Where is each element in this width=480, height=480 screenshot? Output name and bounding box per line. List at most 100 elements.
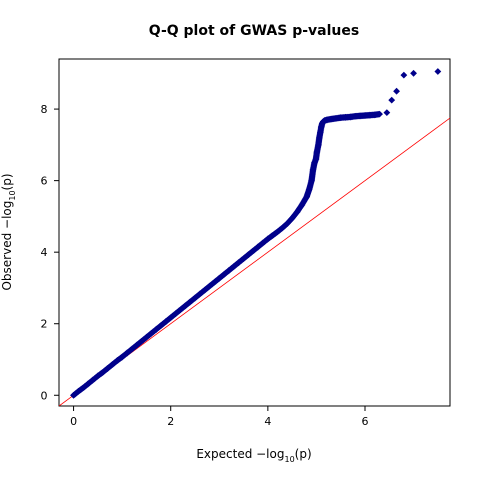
- data-point: [147, 329, 155, 337]
- y-axis-label: Observed −log10(p): [0, 173, 17, 290]
- data-point: [113, 357, 121, 364]
- data-point: [245, 251, 252, 259]
- data-point: [316, 128, 324, 136]
- y-tick-label: 0: [41, 389, 48, 402]
- data-point: [311, 159, 318, 167]
- data-point: [314, 141, 322, 149]
- data-point: [177, 306, 184, 314]
- data-point: [342, 113, 349, 121]
- x-tick-label: 4: [264, 415, 271, 428]
- data-point: [215, 274, 223, 282]
- data-point: [298, 201, 306, 209]
- data-point: [70, 391, 77, 399]
- data-point: [317, 123, 325, 131]
- x-tick-label: 2: [167, 415, 174, 428]
- y-axis-label-sub: 10: [8, 190, 17, 200]
- data-point: [235, 259, 243, 266]
- data-point: [283, 220, 291, 227]
- data-point: [143, 333, 150, 341]
- data-point: [128, 345, 136, 353]
- data-point: [288, 214, 296, 222]
- data-point: [410, 69, 417, 77]
- data-point: [351, 112, 359, 120]
- x-tick-label: 6: [362, 415, 369, 428]
- x-axis-label-prefix: Expected −log: [196, 447, 284, 461]
- data-point: [383, 109, 391, 117]
- data-point: [279, 224, 286, 232]
- data-point: [84, 380, 92, 388]
- data-point: [152, 326, 160, 333]
- data-point: [249, 247, 257, 255]
- data-point: [191, 294, 199, 302]
- y-tick-label: 6: [41, 175, 48, 188]
- data-point: [240, 255, 247, 263]
- data-point: [220, 270, 228, 278]
- data-point: [309, 166, 317, 174]
- x-tick-label: 0: [70, 415, 77, 428]
- y-tick-label: 4: [41, 246, 48, 259]
- data-point: [303, 193, 311, 201]
- data-point: [293, 208, 301, 216]
- data-point: [181, 302, 189, 310]
- data-point: [186, 298, 194, 306]
- data-point: [388, 96, 396, 104]
- plot-area: [59, 68, 450, 406]
- data-point: [274, 228, 281, 236]
- data-point: [172, 310, 179, 318]
- data-point: [109, 361, 116, 368]
- data-point: [264, 235, 272, 243]
- x-axis-ticks: 0 2 4 6: [70, 406, 369, 428]
- data-point: [104, 365, 111, 372]
- data-point: [206, 282, 213, 290]
- y-axis-label-prefix: Observed −log: [0, 201, 14, 291]
- data-point: [133, 341, 141, 349]
- data-point: [434, 68, 442, 75]
- data-point: [393, 87, 400, 95]
- x-axis-label-suffix: (p): [295, 447, 312, 461]
- data-point: [230, 263, 238, 270]
- data-point: [138, 337, 145, 345]
- data-point: [332, 114, 340, 122]
- data-point: [211, 278, 218, 286]
- data-point: [376, 110, 383, 118]
- data-point: [400, 71, 408, 79]
- data-point: [313, 148, 321, 156]
- y-tick-label: 2: [41, 318, 48, 331]
- data-point: [347, 113, 354, 121]
- data-point: [94, 372, 102, 380]
- y-axis-ticks: 0 2 4 6 8: [41, 103, 59, 402]
- data-point: [361, 112, 369, 119]
- data-point: [167, 314, 175, 322]
- data-point: [123, 349, 131, 357]
- data-point: [337, 114, 345, 122]
- data-point: [118, 353, 126, 361]
- plot-frame: [58, 58, 451, 407]
- y-tick-label: 8: [41, 103, 48, 116]
- y-axis-label-suffix: (p): [0, 173, 14, 190]
- data-point: [162, 318, 170, 325]
- data-point: [79, 384, 87, 392]
- x-axis-label: Expected −log10(p): [196, 447, 311, 464]
- data-point: [89, 376, 97, 384]
- data-point: [327, 115, 335, 123]
- chart-title: Q-Q plot of GWAS p-values: [149, 23, 359, 39]
- data-point: [308, 177, 315, 185]
- data-point: [366, 111, 374, 119]
- data-point: [356, 112, 364, 120]
- data-point: [75, 387, 82, 395]
- data-point: [157, 322, 165, 329]
- x-axis-label-sub: 10: [284, 455, 294, 464]
- data-point: [259, 239, 267, 247]
- data-point: [305, 186, 313, 193]
- data-points: [70, 68, 442, 399]
- data-point: [225, 267, 233, 274]
- data-point: [315, 134, 323, 142]
- data-point: [269, 231, 277, 239]
- data-point: [371, 111, 379, 119]
- data-point: [99, 368, 107, 376]
- data-point: [196, 290, 204, 298]
- data-point: [312, 155, 320, 163]
- data-point: [254, 243, 262, 251]
